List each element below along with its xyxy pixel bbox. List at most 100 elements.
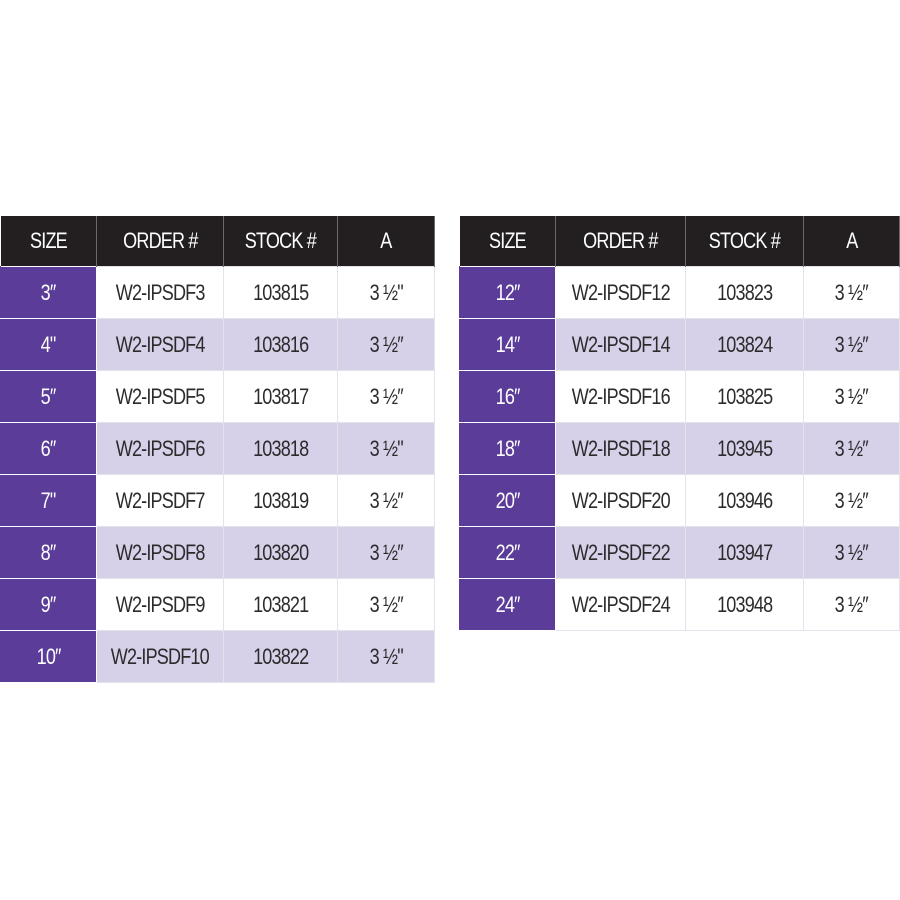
order-cell: W2-IPSDF8 [96,526,224,579]
header-row: SIZE ORDER # STOCK # A [0,216,435,267]
table-row: 22″ W2-IPSDF22 103947 3 ½″ [459,526,900,579]
size-cell: 4" [0,318,97,371]
stock-cell: 103825 [685,370,804,423]
a-value: 3 ½″ [369,539,403,565]
stock-cell: 103816 [223,318,338,371]
a-cell: 3 ½″ [337,526,435,579]
order-value: W2-IPSDF22 [571,539,670,565]
stock-value: 103947 [716,539,773,565]
stock-cell: 103824 [685,318,804,371]
stock-cell: 103820 [223,526,338,579]
table-row: 10″ W2-IPSDF10 103822 3 ½" [0,630,435,683]
order-cell: W2-IPSDF16 [555,370,686,423]
order-cell: W2-IPSDF14 [555,318,686,371]
order-value: W2-IPSDF20 [571,487,670,513]
stock-cell: 103946 [685,474,804,527]
table-row: 6″ W2-IPSDF6 103818 3 ½" [0,422,435,475]
size-value: 4" [41,331,57,357]
order-cell: W2-IPSDF12 [555,266,686,319]
size-value: 18″ [495,435,520,461]
order-header: ORDER # [555,216,686,267]
size-value: 8″ [41,539,57,565]
order-cell: W2-IPSDF4 [96,318,224,371]
stock-value: 103822 [252,643,309,669]
order-value: W2-IPSDF9 [115,591,206,617]
stock-value: 103821 [252,591,309,617]
order-value: W2-IPSDF8 [115,539,206,565]
size-value: 10″ [36,643,61,669]
order-value: W2-IPSDF3 [115,279,206,305]
size-value: 24″ [495,591,520,617]
a-cell: 3 ½″ [803,474,900,527]
size-table-left: SIZE ORDER # STOCK # A 3″ W2-IPSDF3 103815 3 ½… [0,216,435,683]
order-cell: W2-IPSDF3 [96,266,224,319]
stock-cell: 103823 [685,266,804,319]
order-value: W2-IPSDF18 [571,435,670,461]
order-value: W2-IPSDF16 [571,383,670,409]
order-value: W2-IPSDF7 [115,487,206,513]
a-cell: 3 ½″ [803,526,900,579]
size-cell: 3″ [0,266,97,319]
table-row: 24″ W2-IPSDF24 103948 3 ½″ [459,578,900,631]
order-cell: W2-IPSDF6 [96,422,224,475]
order-header: ORDER # [96,216,224,267]
table-row: 12″ W2-IPSDF12 103823 3 ½″ [459,266,900,319]
size-cell: 20″ [459,474,556,527]
stock-cell: 103817 [223,370,338,423]
header-label: A [845,228,858,253]
table-row: 5″ W2-IPSDF5 103817 3 ½″ [0,370,435,423]
order-value: W2-IPSDF4 [115,331,206,357]
stock-value: 103825 [716,383,773,409]
size-cell: 14″ [459,318,556,371]
stock-value: 103819 [252,487,309,513]
size-cell: 5″ [0,370,97,423]
stock-value: 103816 [252,331,309,357]
size-cell: 9″ [0,578,97,631]
table-row: 7" W2-IPSDF7 103819 3 ½″ [0,474,435,527]
stock-cell: 103821 [223,578,338,631]
a-value: 3 ½″ [834,539,869,565]
header-label: A [380,228,392,253]
size-cell: 10″ [0,630,97,683]
a-value: 3 ½″ [834,487,869,513]
stock-value: 103815 [252,279,309,305]
order-cell: W2-IPSDF10 [96,630,224,683]
a-value: 3 ½″ [834,591,869,617]
a-header: A [803,216,900,267]
size-value: 6″ [41,435,57,461]
a-cell: 3 ½" [337,266,435,319]
stock-header: STOCK # [223,216,338,267]
order-cell: W2-IPSDF7 [96,474,224,527]
stock-value: 103818 [252,435,309,461]
size-value: 9″ [41,591,57,617]
size-value: 12″ [495,279,520,305]
header-label: SIZE [29,228,68,253]
size-cell: 7" [0,474,97,527]
size-cell: 22″ [459,526,556,579]
order-value: W2-IPSDF24 [571,591,670,617]
a-cell: 3 ½″ [803,422,900,475]
size-header: SIZE [0,216,97,267]
stock-cell: 103948 [685,578,804,631]
order-cell: W2-IPSDF22 [555,526,686,579]
a-cell: 3 ½″ [337,474,435,527]
order-cell: W2-IPSDF20 [555,474,686,527]
stock-header: STOCK # [685,216,804,267]
a-value: 3 ½″ [369,487,403,513]
header-label: ORDER # [122,228,198,253]
stock-value: 103817 [252,383,309,409]
size-value: 20″ [495,487,520,513]
a-cell: 3 ½″ [803,318,900,371]
stock-value: 103948 [716,591,773,617]
size-cell: 8″ [0,526,97,579]
stock-cell: 103815 [223,266,338,319]
order-cell: W2-IPSDF18 [555,422,686,475]
size-value: 16″ [495,383,520,409]
a-cell: 3 ½″ [803,370,900,423]
a-value: 3 ½″ [369,331,403,357]
order-value: W2-IPSDF10 [110,643,210,669]
a-header: A [337,216,435,267]
a-cell: 3 ½″ [803,578,900,631]
order-cell: W2-IPSDF5 [96,370,224,423]
size-table-right: SIZE ORDER # STOCK # A 12″ W2-IPSDF12 103823 3… [459,216,900,631]
